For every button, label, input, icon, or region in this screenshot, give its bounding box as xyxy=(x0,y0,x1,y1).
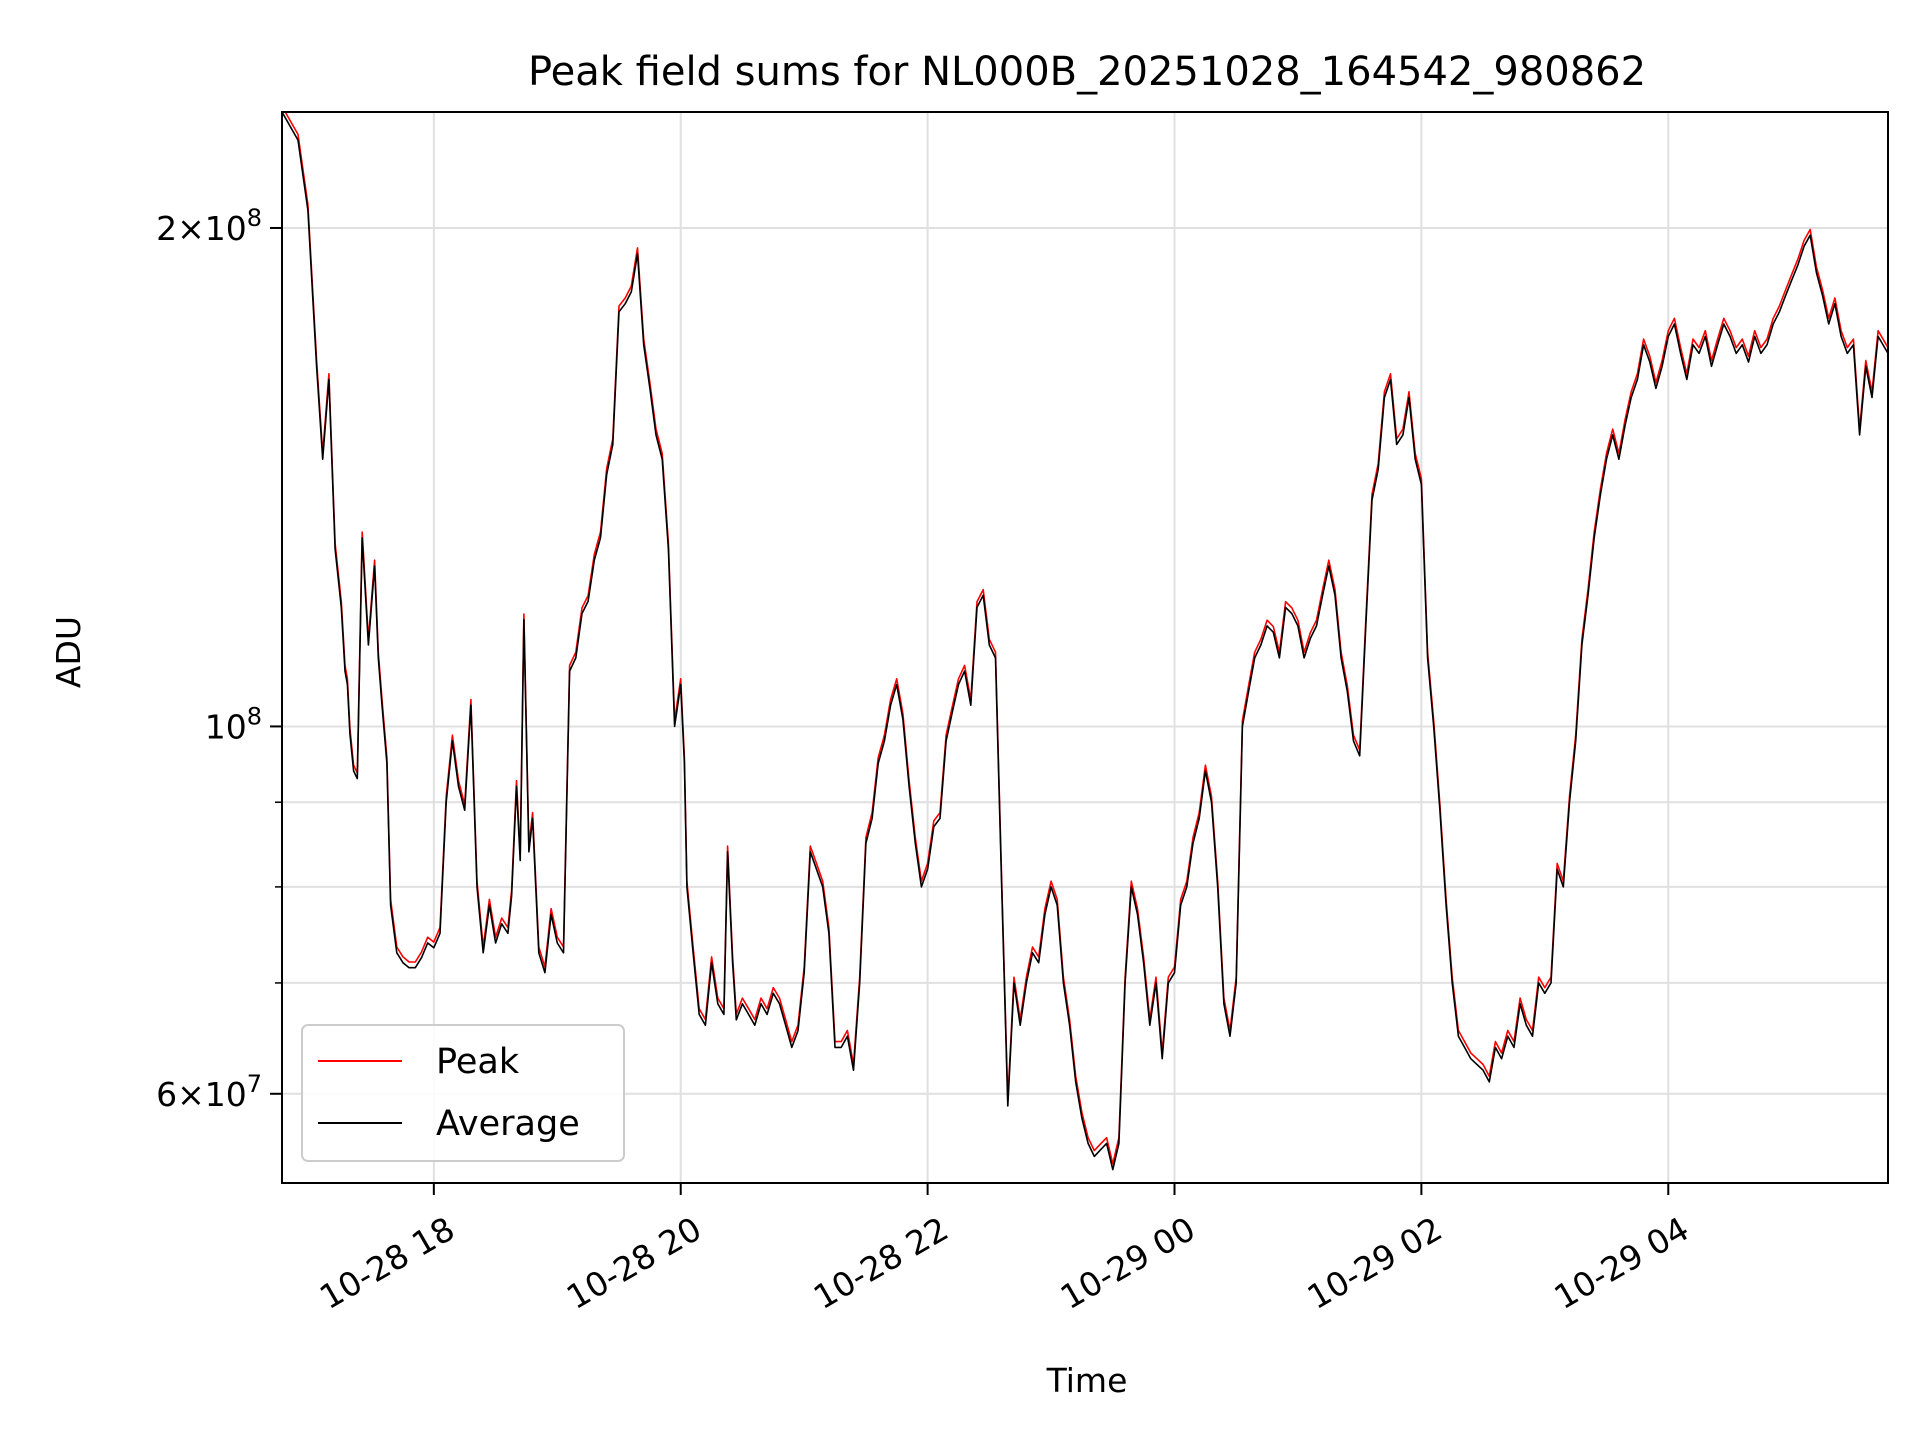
x-tick-label: 10-28 20 xyxy=(560,1209,708,1317)
series-line-average xyxy=(282,112,1888,1171)
x-axis: 10-28 18 10-28 20 10-28 22 10-29 00 10-29 02… xyxy=(313,1183,1695,1317)
x-tick-label: 10-28 18 xyxy=(313,1209,461,1317)
y-tick-label: 6×107 xyxy=(156,1070,262,1114)
series-layer xyxy=(282,112,1888,1171)
y-tick-label: 108 xyxy=(205,702,262,746)
x-tick-label: 10-29 04 xyxy=(1547,1209,1695,1317)
y-axis-label: ADU xyxy=(49,616,88,688)
x-axis-label: Time xyxy=(1046,1361,1128,1400)
legend-label-average: Average xyxy=(436,1104,580,1144)
legend: Peak Average xyxy=(301,1024,625,1162)
plot-area-frame xyxy=(281,111,1889,1184)
legend-label-peak: Peak xyxy=(436,1042,520,1082)
chart-title: Peak field sums for NL000B_20251028_1645… xyxy=(528,49,1646,95)
x-tick-label: 10-28 22 xyxy=(807,1209,955,1317)
x-tick-label: 10-29 00 xyxy=(1054,1209,1202,1317)
x-tick-label: 10-29 02 xyxy=(1301,1209,1449,1317)
legend-box xyxy=(301,1024,625,1162)
y-axis: 6×107 108 2×108 xyxy=(156,204,282,1114)
y-tick-label: 2×108 xyxy=(156,204,262,248)
